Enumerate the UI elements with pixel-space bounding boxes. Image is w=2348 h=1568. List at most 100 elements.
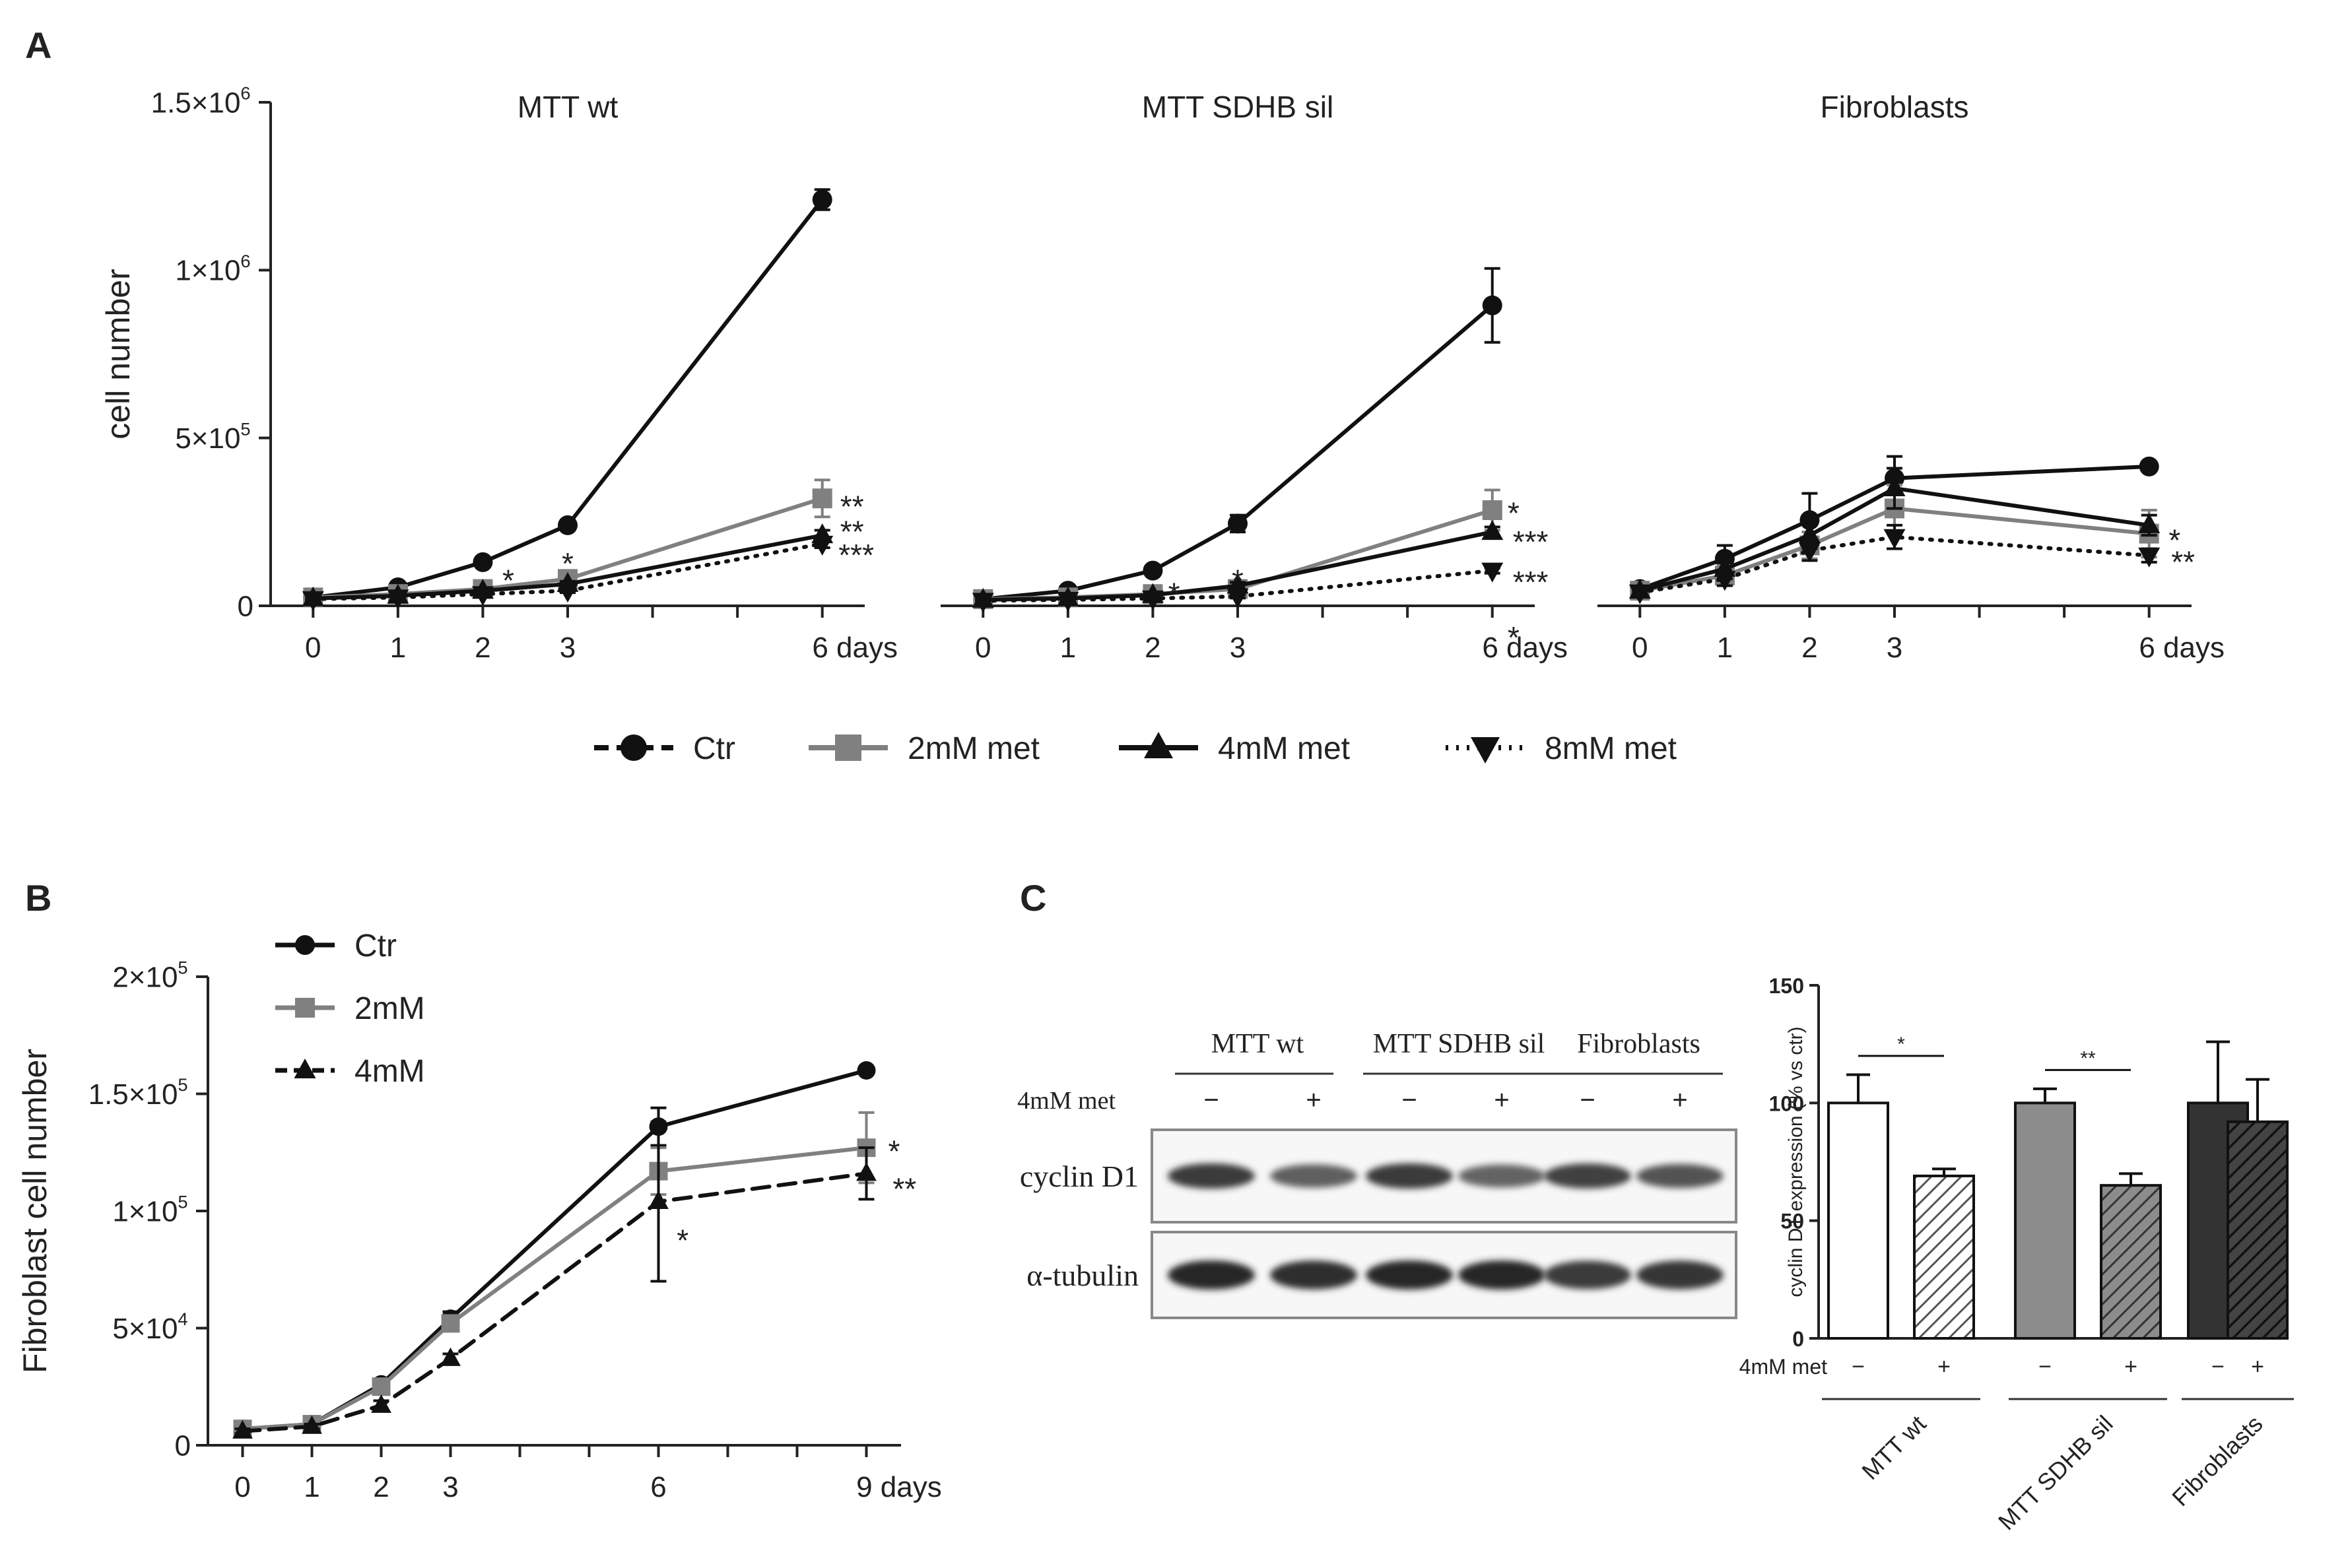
legend-label: Ctr (693, 731, 735, 766)
blot-band (1366, 1260, 1453, 1290)
group-label: Fibroblasts (2166, 1410, 2267, 1511)
significance-marker: *** (1513, 525, 1549, 559)
treatment-mark: + (2124, 1354, 2137, 1379)
treatment-mark: − (1852, 1354, 1865, 1379)
legend-item: Ctr (275, 929, 397, 964)
y-tick-exponent: 5 (178, 1074, 187, 1095)
data-point (1798, 542, 1821, 563)
y-tick-base: 1×10 (175, 255, 240, 287)
bar (1827, 1101, 1889, 1340)
data-point (1714, 571, 1736, 591)
data-point (371, 1394, 391, 1413)
significance-marker: ** (840, 515, 864, 549)
treatment-mark: − (2211, 1354, 2225, 1379)
y-tick-label: 2×105 (112, 958, 187, 994)
significance-marker: * (562, 546, 574, 581)
treatment-mark: − (2038, 1354, 2052, 1379)
y-tick-base: 5×10 (112, 1313, 178, 1345)
data-point (471, 586, 494, 606)
western-blot: MTT wt MTT SDHB sil Fibroblasts 4mM met − + − +… (1017, 1029, 1737, 1319)
blot-treatment-mark: + (1306, 1086, 1321, 1115)
blot-treatment-mark: − (1203, 1086, 1219, 1115)
y-tick-label: 0 (1792, 1327, 1804, 1351)
y-tick-exponent: 5 (178, 958, 187, 978)
data-point (558, 515, 578, 535)
legend-label: 2mM (354, 991, 425, 1026)
blot-treatment-mark: − (1401, 1086, 1417, 1115)
series-ctr (973, 267, 1502, 609)
data-point (2138, 513, 2161, 533)
legend-item: 2mM (275, 991, 425, 1026)
x-tick-label: 1 (390, 632, 406, 664)
blot-treatment-mark: + (1672, 1086, 1687, 1115)
y-axis-label: cyclin D1 expression (% vs ctr) (1785, 1026, 1807, 1297)
series-line (311, 197, 824, 600)
data-point (811, 535, 834, 556)
data-point (1798, 523, 1821, 544)
series-line (240, 1171, 869, 1433)
x-tick-label: 2 (1801, 632, 1817, 664)
data-point (302, 1415, 322, 1434)
series-2mm (233, 1111, 876, 1439)
blot-group-label: MTT wt (1211, 1029, 1304, 1059)
x-tick-label: 0 (975, 632, 991, 664)
significance-marker: ** (2080, 1047, 2096, 1069)
y-tick-base: 1.5×10 (151, 86, 241, 119)
significance-marker: * (2168, 523, 2180, 557)
x-tick-label: 3 (1887, 632, 1902, 664)
data-point (857, 1061, 876, 1080)
panel-label-c: C (1020, 877, 1046, 919)
legend-panel-a: Ctr 2mM met 4mM met 8mM met (594, 731, 1677, 766)
legend-item: Ctr (594, 731, 735, 766)
y-tick-exponent: 4 (178, 1309, 187, 1329)
significance-marker: * (1168, 577, 1180, 611)
data-point (1228, 513, 1248, 534)
significance-marker: * (889, 1134, 900, 1169)
y-tick-label: 100 (1769, 1092, 1804, 1115)
data-point (232, 1420, 253, 1439)
panel-label-a: A (25, 24, 51, 66)
data-point (1141, 590, 1164, 610)
data-point (1057, 591, 1079, 612)
y-tick-label: 1.5×105 (88, 1074, 188, 1111)
series-line (981, 303, 1494, 601)
data-point (387, 589, 409, 610)
blot-band (1270, 1260, 1357, 1290)
blot-group-label: Fibroblasts (1577, 1029, 1700, 1059)
chart-title: MTT SDHB sil (1142, 90, 1334, 124)
y-tick-label: 0 (238, 590, 253, 622)
x-tick-label: 3 (442, 1471, 458, 1503)
data-point (1883, 476, 1906, 496)
legend-marker (294, 1059, 316, 1078)
legend-marker (835, 735, 861, 761)
x-tick-label: 2 (373, 1471, 389, 1503)
legend-label: 8mM met (1545, 731, 1677, 766)
significance-marker: * (1508, 620, 1520, 655)
data-point (1628, 584, 1651, 604)
data-point (556, 583, 579, 603)
legend-marker (621, 735, 647, 761)
series-8mm-met (1628, 523, 2161, 604)
series-line (1638, 535, 2151, 595)
data-point (302, 591, 324, 611)
data-point (1799, 510, 1820, 531)
data-point (440, 1347, 461, 1366)
series-8mm-met (302, 535, 834, 611)
y-tick-base: 1.5×10 (88, 1078, 178, 1111)
series-4mm (232, 1121, 877, 1439)
x-tick-label: 0 (234, 1471, 250, 1503)
x-tick-label: 9 days (856, 1471, 942, 1503)
blot-row-label: cyclin D1 (1020, 1160, 1139, 1193)
significance-marker: ** (2171, 544, 2195, 579)
x-tick-label: 3 (1230, 632, 1246, 664)
x-tick-label: 6 (650, 1471, 666, 1503)
data-point (812, 189, 832, 210)
significance-marker: * (1232, 563, 1244, 597)
x-tick-label: 1 (1717, 632, 1733, 664)
y-tick-label: 1×106 (175, 251, 250, 287)
blot-row-label: α-tubulin (1026, 1258, 1139, 1292)
legend-item: 4mM met (1119, 731, 1350, 766)
x-tick-label: 0 (305, 632, 321, 664)
